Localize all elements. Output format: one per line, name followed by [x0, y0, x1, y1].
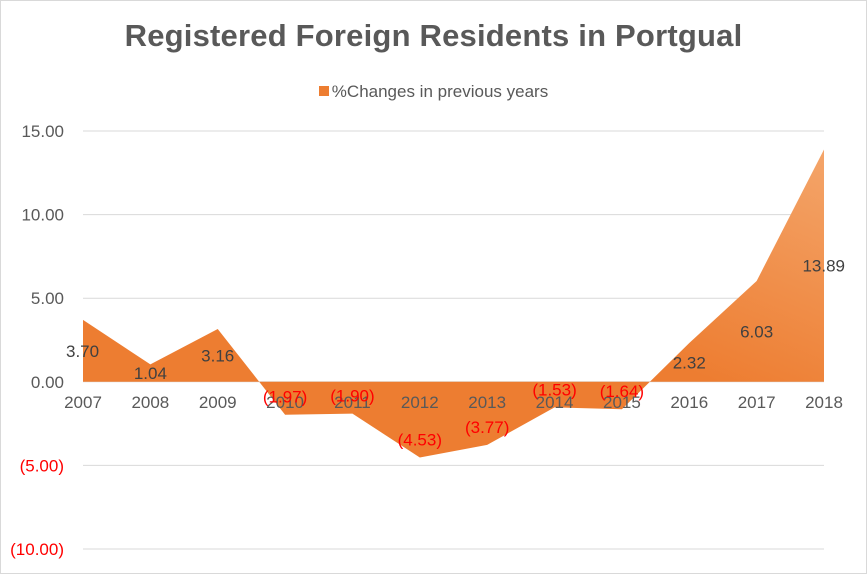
chart-title: Registered Foreign Residents in Portgual	[124, 18, 743, 53]
x-tick-label: 2014	[536, 393, 574, 412]
y-tick-label: 0.00	[31, 373, 64, 392]
y-tick-label: 10.00	[21, 206, 64, 225]
data-label: (1.90)	[330, 387, 374, 406]
data-label: (1.97)	[263, 388, 307, 407]
data-label: 1.04	[134, 364, 167, 383]
x-tick-label: 2012	[401, 393, 439, 412]
x-tick-label: 2017	[738, 393, 776, 412]
data-label: 6.03	[740, 322, 773, 341]
x-tick-label: 2011	[334, 393, 371, 412]
data-label: (3.77)	[465, 418, 509, 437]
data-label: (4.53)	[398, 431, 442, 450]
data-label: 2.32	[673, 353, 706, 372]
y-tick-label: (5.00)	[20, 456, 64, 475]
x-tick-label: 2010	[266, 393, 304, 412]
legend-label: %Changes in previous years	[331, 82, 549, 101]
area-series	[83, 149, 824, 458]
x-tick-label: 2016	[670, 393, 708, 412]
chart-legend: %Changes in previous years	[0, 82, 867, 102]
y-tick-label: 15.00	[21, 122, 64, 141]
x-tick-label: 2018	[805, 393, 843, 412]
data-label: 13.89	[802, 257, 845, 276]
data-label: 3.70	[66, 342, 99, 361]
data-label: 3.16	[201, 346, 234, 365]
x-tick-label: 2015	[603, 393, 641, 412]
legend-swatch	[318, 86, 329, 96]
x-tick-label: 2013	[468, 393, 506, 412]
x-tick-label: 2009	[199, 393, 237, 412]
x-tick-label: 2008	[131, 393, 169, 412]
y-tick-label: 5.00	[31, 289, 64, 308]
data-label: (1.53)	[532, 380, 576, 399]
data-label: (1.64)	[600, 382, 644, 401]
x-tick-label: 2007	[64, 393, 102, 412]
y-tick-label: (10.00)	[10, 540, 64, 559]
